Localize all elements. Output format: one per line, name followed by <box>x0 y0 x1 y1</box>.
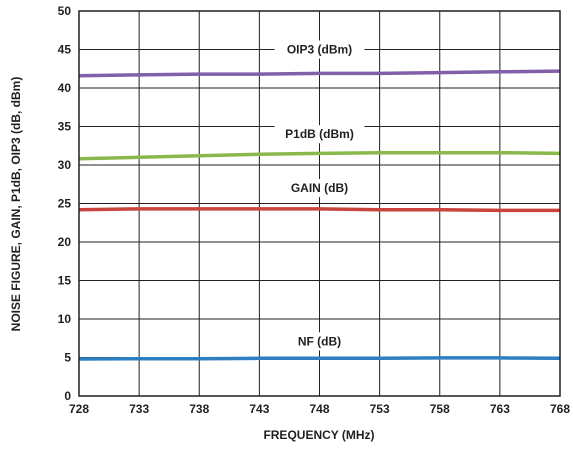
x-tick-label: 748 <box>309 402 329 416</box>
y-tick-label: 0 <box>64 389 71 403</box>
series-line <box>78 150 561 161</box>
series-lines <box>78 69 561 361</box>
x-tick-label: 728 <box>69 402 89 416</box>
series-label-background <box>278 179 361 198</box>
series-labels: OIP3 (dBm) P1dB (dBm) GAIN (dB) NF (dB) <box>274 40 365 351</box>
y-tick-label: 45 <box>58 43 72 57</box>
x-tick-label: 743 <box>249 402 269 416</box>
y-tick-label: 30 <box>58 158 72 172</box>
y-tick-label: 25 <box>58 197 72 211</box>
y-tick-label: 20 <box>58 235 72 249</box>
series-label-background <box>274 125 365 144</box>
y-tick-label: 15 <box>58 274 72 288</box>
series-label: P1dB (dBm) <box>285 127 354 141</box>
y-tick-label: 40 <box>58 81 72 95</box>
y-tick-label: 35 <box>58 120 72 134</box>
series-label-background <box>274 40 365 59</box>
y-axis-title: NOISE FIGURE, GAIN, P1dB, OIP3 (dB, dBm) <box>9 77 23 332</box>
x-tick-label: 768 <box>550 402 570 416</box>
y-tick-label: 50 <box>58 4 72 18</box>
series-label: NF (dB) <box>298 334 341 348</box>
x-tick-label: 753 <box>370 402 390 416</box>
x-tick-label: 763 <box>490 402 510 416</box>
series-line <box>78 356 561 361</box>
x-tick-label: 738 <box>189 402 209 416</box>
series-line <box>78 207 560 213</box>
x-tick-label: 758 <box>430 402 450 416</box>
series-label: OIP3 (dBm) <box>287 43 352 57</box>
series-label: GAIN (dB) <box>291 181 348 195</box>
y-tick-label: 5 <box>64 351 71 365</box>
x-axis-title: FREQUENCY (MHz) <box>263 428 374 442</box>
plot-frame <box>78 10 561 397</box>
x-tick-label: 733 <box>129 402 149 416</box>
series-line <box>78 69 561 78</box>
y-tick-labels: 0 5 10 15 20 25 30 35 40 45 50 <box>58 4 72 403</box>
y-tick-label: 10 <box>58 312 72 326</box>
x-tick-labels: 728 733 738 743 748 753 758 763 768 <box>69 402 570 416</box>
series-label-background <box>285 332 354 351</box>
